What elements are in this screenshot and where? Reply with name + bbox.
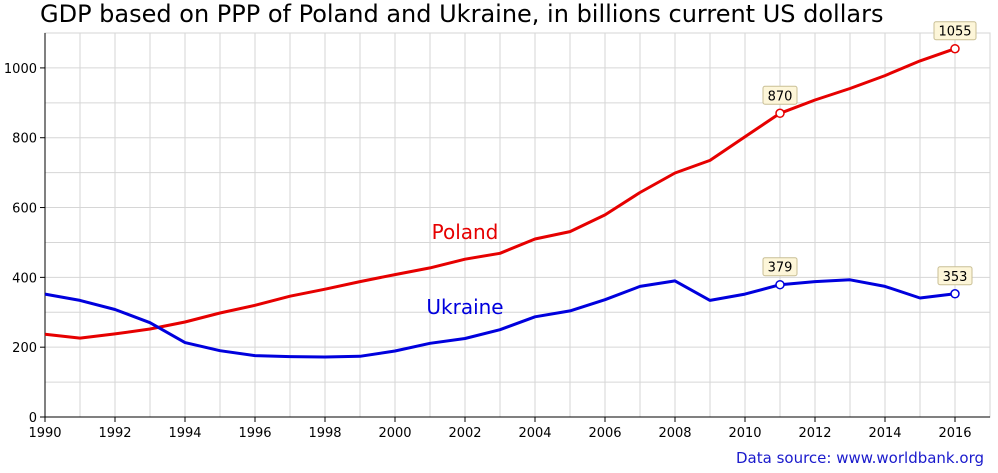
x-tick-label: 1998 (308, 426, 341, 441)
y-tick-label: 0 (29, 411, 37, 426)
callout-box (762, 257, 798, 277)
x-tick-label: 1992 (98, 426, 131, 441)
plot-area (44, 32, 991, 418)
x-tick-label: 2008 (658, 426, 691, 441)
series-lines (44, 47, 956, 359)
series-labels: Poland Ukraine (426, 220, 503, 319)
y-tick-label: 400 (12, 271, 37, 286)
callout-box (933, 21, 977, 41)
data-point-marker (775, 279, 785, 290)
x-tick-label: 2012 (798, 426, 831, 441)
y-tick-label: 800 (12, 132, 37, 147)
data-label: 1055 (938, 25, 971, 40)
x-tick-label: 1990 (28, 426, 61, 441)
series-label-poland: Poland (432, 220, 499, 244)
y-tick-label: 1000 (4, 62, 37, 77)
x-tick-label: 1994 (168, 426, 201, 441)
value-callouts: 870 1055 379 353 (762, 21, 977, 299)
callout-box (762, 85, 798, 105)
y-tick-label: 600 (12, 202, 37, 217)
series-label-ukraine: Ukraine (426, 295, 503, 319)
data-point-marker (950, 289, 960, 299)
x-tick-label: 2014 (868, 426, 901, 441)
x-tick-label: 2000 (378, 426, 411, 441)
data-point-marker (775, 108, 785, 119)
data-source: Data source: www.worldbank.org (736, 449, 984, 467)
x-tick-label: 1996 (238, 426, 271, 441)
x-tick-label: 2002 (448, 426, 481, 441)
series-line-ukraine (44, 278, 956, 359)
y-tick-label: 200 (12, 341, 37, 356)
x-tick-label: 2010 (728, 426, 761, 441)
chart-title: GDP based on PPP of Poland and Ukraine, … (40, 0, 884, 28)
data-label: 870 (768, 89, 793, 104)
data-point-marker (950, 43, 960, 54)
grid (44, 32, 991, 418)
x-tick-label: 2004 (518, 426, 551, 441)
data-label: 353 (943, 270, 968, 285)
data-label: 379 (768, 261, 793, 276)
series-line-poland (44, 47, 956, 340)
callout-box (937, 266, 973, 286)
x-tick-label: 2016 (938, 426, 971, 441)
axes: 1990 1992 1994 1996 1998 2000 2002 2004 2006 2008… (4, 33, 990, 441)
x-tick-label: 2006 (588, 426, 621, 441)
